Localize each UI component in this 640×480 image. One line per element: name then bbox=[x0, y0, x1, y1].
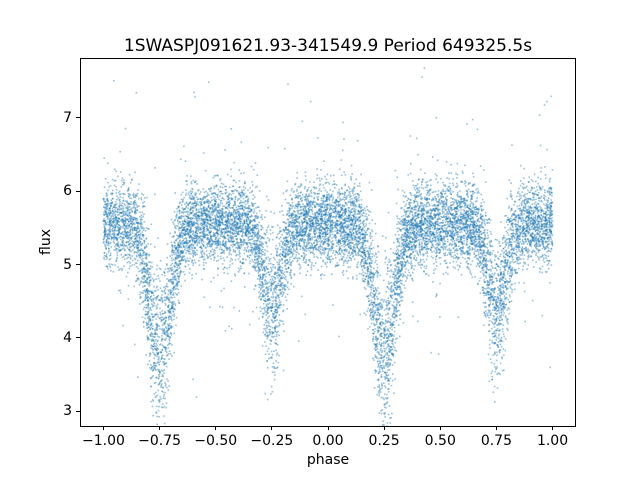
x-axis-label: phase bbox=[306, 452, 350, 468]
chart-title: 1SWASPJ091621.93-341549.9 Period 649325.… bbox=[123, 36, 533, 56]
x-tick-label: −0.25 bbox=[250, 433, 294, 449]
x-tick-label: −0.50 bbox=[194, 433, 238, 449]
y-tick-label: 7 bbox=[63, 109, 72, 126]
y-tick-mark bbox=[76, 117, 80, 119]
x-tick-mark bbox=[439, 426, 441, 430]
x-tick-mark bbox=[271, 426, 273, 430]
x-tick-mark bbox=[383, 426, 385, 430]
x-tick-mark bbox=[159, 426, 161, 430]
x-tick-mark bbox=[327, 426, 329, 430]
y-tick-label: 5 bbox=[63, 256, 72, 273]
x-tick-mark bbox=[215, 426, 217, 430]
scatter-canvas bbox=[81, 59, 575, 426]
x-tick-label: 1.00 bbox=[536, 433, 569, 449]
x-tick-label: 0.00 bbox=[312, 433, 344, 449]
y-tick-label: 4 bbox=[63, 329, 72, 346]
x-tick-mark bbox=[552, 426, 554, 430]
y-tick-label: 6 bbox=[63, 183, 72, 200]
x-tick-label: 0.75 bbox=[480, 433, 512, 449]
y-tick-label: 3 bbox=[63, 403, 72, 420]
y-axis-label: flux bbox=[38, 229, 54, 255]
x-tick-label: 0.25 bbox=[368, 433, 400, 449]
x-tick-mark bbox=[495, 426, 497, 430]
x-tick-label: 0.50 bbox=[424, 433, 456, 449]
y-tick-mark bbox=[76, 264, 80, 266]
plot-area bbox=[80, 58, 576, 427]
x-tick-label: −0.75 bbox=[138, 433, 182, 449]
x-tick-label: −1.00 bbox=[82, 433, 125, 449]
x-tick-mark bbox=[102, 426, 104, 430]
y-tick-mark bbox=[76, 410, 80, 412]
y-tick-mark bbox=[76, 337, 80, 339]
y-tick-mark bbox=[76, 190, 80, 192]
